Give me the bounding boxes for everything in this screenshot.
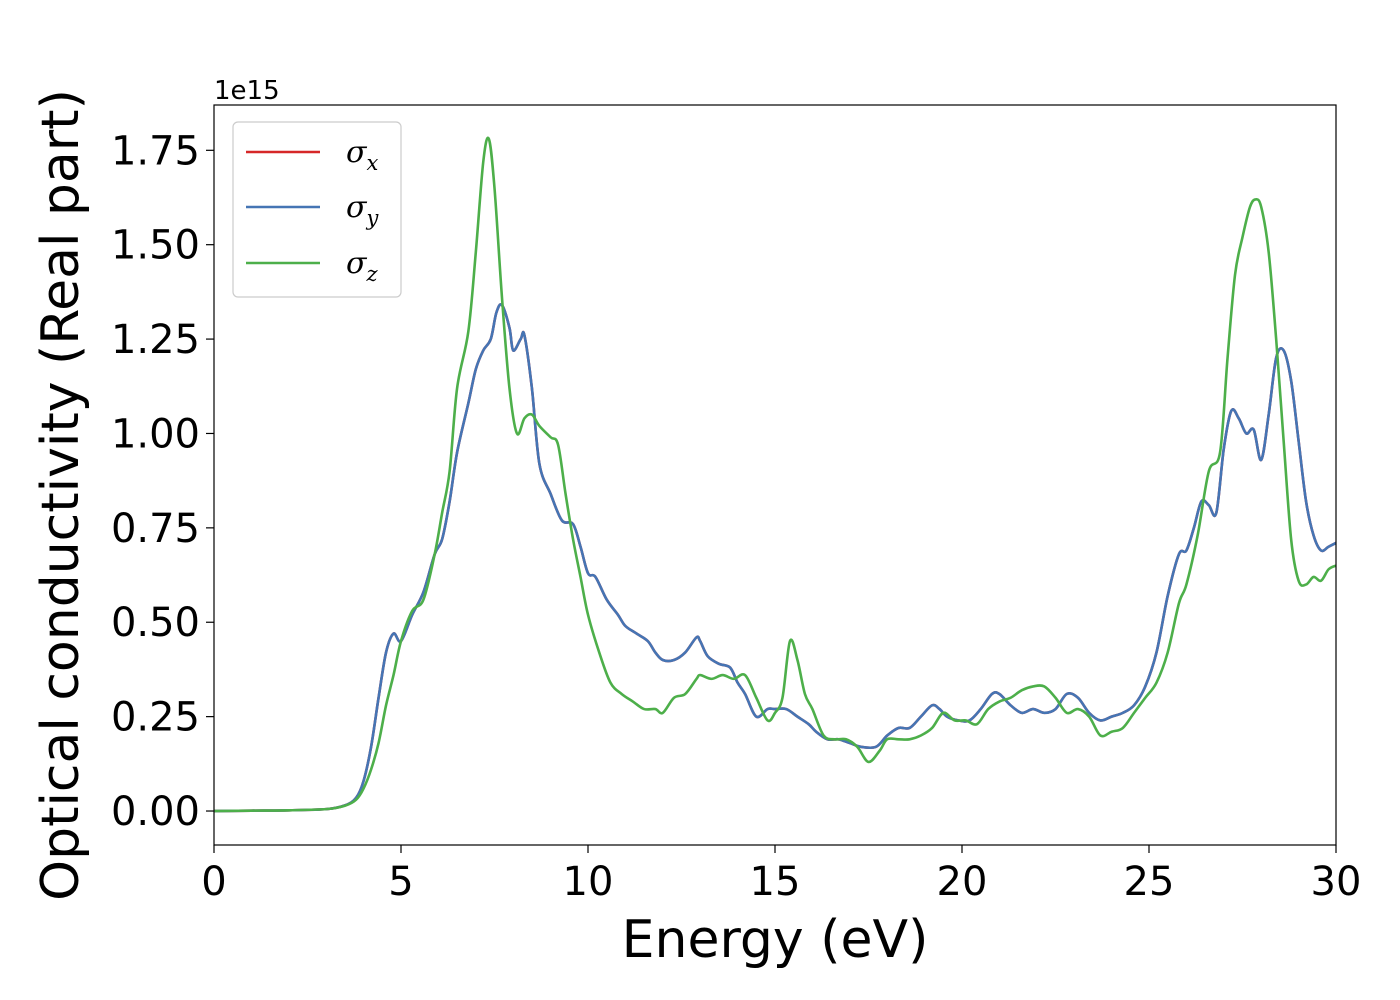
legend: σx σy σz bbox=[232, 121, 402, 298]
y-tick-label: 1.50 bbox=[111, 223, 200, 269]
y-tick-label: 0.25 bbox=[111, 695, 200, 741]
x-tick-label: 15 bbox=[750, 859, 801, 905]
legend-label-x: σx bbox=[346, 135, 378, 175]
x-tick-label: 25 bbox=[1124, 859, 1175, 905]
y-tick-label: 1.25 bbox=[111, 317, 200, 363]
series-line-y bbox=[213, 303, 1337, 813]
y-tick-label: 0.75 bbox=[111, 506, 200, 552]
x-tick-label: 30 bbox=[1311, 859, 1362, 905]
x-tick-label: 10 bbox=[563, 859, 614, 905]
y-offset-text: 1e15 bbox=[214, 76, 280, 106]
legend-box bbox=[232, 121, 402, 298]
y-tick-label: 0.50 bbox=[111, 600, 200, 646]
y-tick-label: 0.00 bbox=[111, 789, 200, 835]
y-axis-label: Optical conductivity (Real part) bbox=[31, 89, 91, 901]
x-axis: 0 5 10 15 20 25 30 bbox=[201, 845, 1361, 905]
y-axis: 0.00 0.25 0.50 0.75 1.00 1.25 1.50 1.75 bbox=[111, 128, 214, 835]
legend-label-z: σz bbox=[346, 246, 378, 286]
x-axis-label: Energy (eV) bbox=[622, 910, 929, 970]
y-tick-label: 1.00 bbox=[111, 411, 200, 457]
x-tick-label: 0 bbox=[201, 859, 226, 905]
y-tick-label: 1.75 bbox=[111, 128, 200, 174]
x-tick-label: 20 bbox=[937, 859, 988, 905]
legend-label-y: σy bbox=[346, 190, 379, 230]
series-line-z bbox=[213, 136, 1337, 813]
x-tick-label: 5 bbox=[388, 859, 413, 905]
series-layer bbox=[213, 136, 1337, 813]
